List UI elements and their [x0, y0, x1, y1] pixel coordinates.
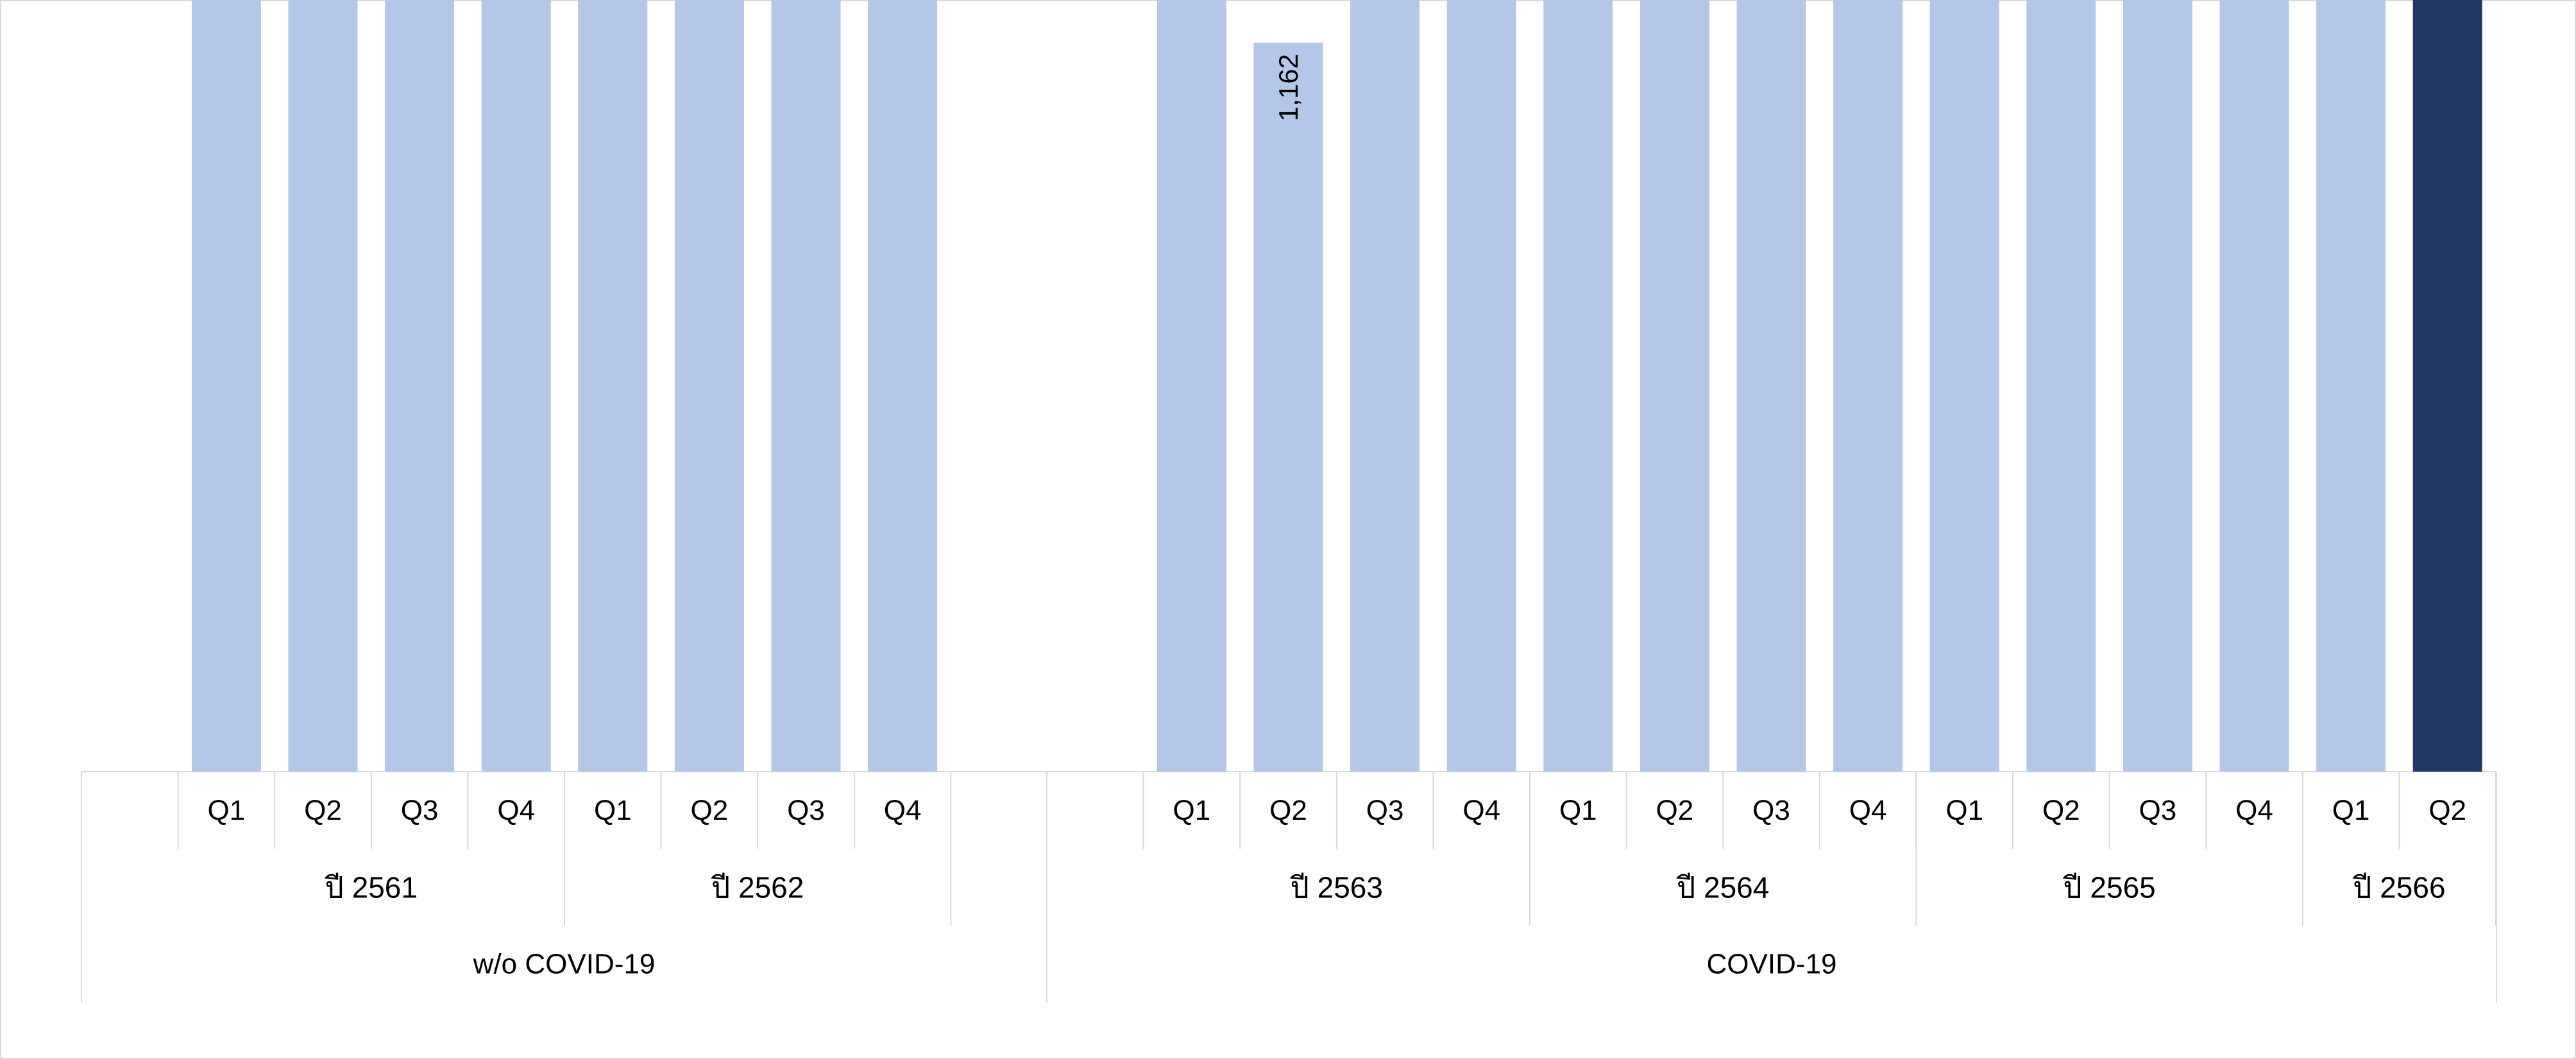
quarter-label: Q4: [1462, 795, 1500, 826]
quarter-label: Q4: [1849, 795, 1887, 826]
quarter-label: Q3: [1366, 795, 1404, 826]
bar[interactable]: [288, 0, 358, 772]
quarter-label: Q4: [2235, 795, 2273, 826]
quarter-label: Q2: [2428, 795, 2466, 826]
bar[interactable]: [2316, 0, 2386, 772]
bar-value-label: 1,162: [1273, 54, 1303, 121]
quarter-label: Q1: [1559, 795, 1597, 826]
quarter-label: Q1: [2332, 795, 2370, 826]
bar[interactable]: [1446, 0, 1516, 772]
bar[interactable]: [2026, 0, 2096, 772]
quarter-label: Q4: [884, 795, 922, 826]
bar[interactable]: [2412, 0, 2482, 772]
bar[interactable]: [1736, 0, 1806, 772]
bar[interactable]: [1350, 0, 1420, 772]
quarter-label: Q2: [691, 795, 729, 826]
group-label: COVID-19: [1707, 949, 1837, 980]
bar[interactable]: [578, 0, 648, 772]
bar[interactable]: [481, 0, 551, 772]
quarter-label: Q3: [1752, 795, 1790, 826]
bar[interactable]: [1543, 0, 1613, 772]
year-label: ปี 2566: [2352, 871, 2446, 904]
quarter-label: Q1: [1173, 795, 1211, 826]
quarter-label: Q1: [208, 795, 246, 826]
year-label: ปี 2561: [324, 871, 418, 904]
year-label: ปี 2564: [1676, 871, 1770, 904]
quarter-label: Q1: [1945, 795, 1983, 826]
quarter-label: Q3: [2139, 795, 2177, 826]
year-label: ปี 2563: [1289, 871, 1383, 904]
quarter-label: Q4: [497, 795, 535, 826]
bar[interactable]: [2123, 0, 2192, 772]
bar[interactable]: [1640, 0, 1709, 772]
bar[interactable]: [1253, 42, 1323, 772]
quarter-label: Q2: [1269, 795, 1307, 826]
quarter-label: Q2: [1656, 795, 1694, 826]
quarter-label: Q3: [401, 795, 439, 826]
quarter-label: Q1: [594, 795, 632, 826]
quarter-label: Q2: [304, 795, 342, 826]
bar[interactable]: [1929, 0, 1999, 772]
group-label: w/o COVID-19: [473, 949, 656, 980]
year-label: ปี 2565: [2062, 871, 2156, 904]
bar[interactable]: [868, 0, 938, 772]
year-label: ปี 2562: [711, 871, 804, 904]
bar[interactable]: [771, 0, 841, 772]
bar[interactable]: [191, 0, 261, 772]
bar[interactable]: [385, 0, 455, 772]
bar[interactable]: [1157, 0, 1226, 772]
quarter-label: Q2: [2042, 795, 2080, 826]
bar[interactable]: [674, 0, 744, 772]
quarter-label: Q3: [787, 795, 825, 826]
bar[interactable]: [1833, 0, 1903, 772]
bar[interactable]: [2219, 0, 2289, 772]
